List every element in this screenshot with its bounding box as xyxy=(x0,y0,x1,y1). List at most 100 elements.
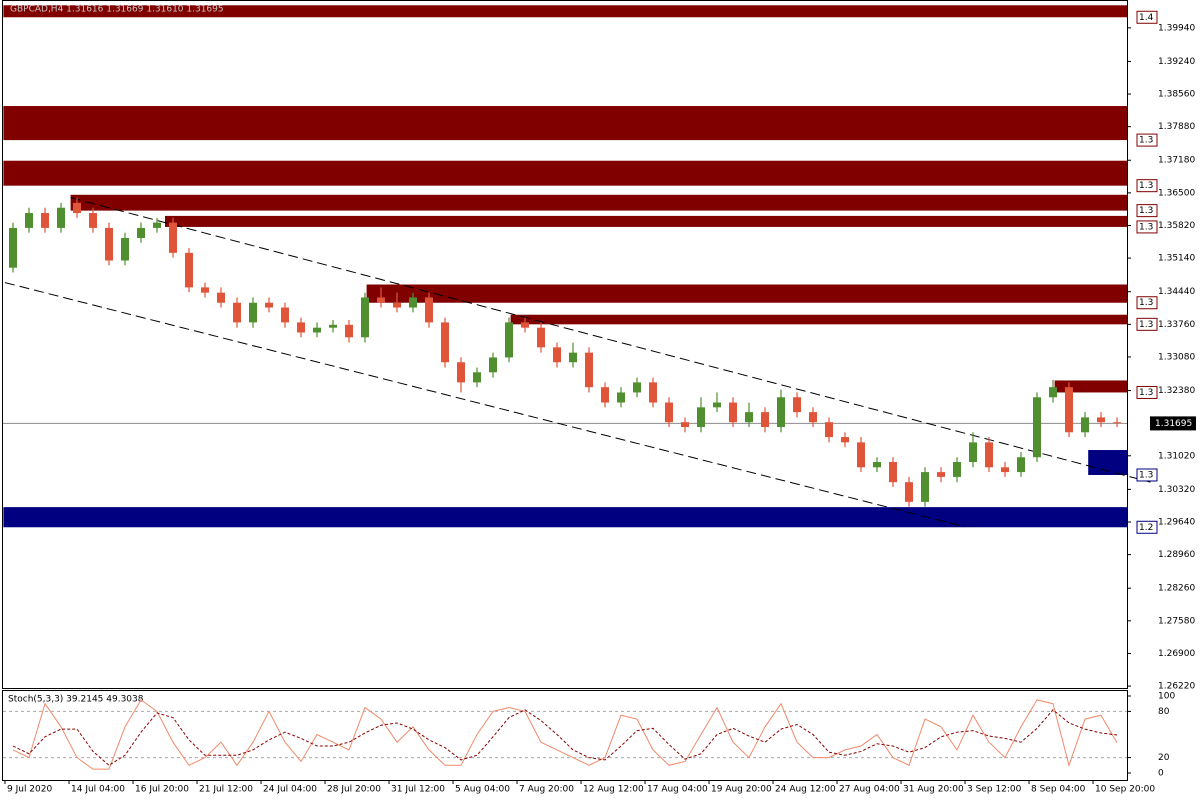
y-tick-label: 1.26900 xyxy=(1158,649,1195,659)
candle-body xyxy=(1097,417,1105,423)
zone-label: 1.3 xyxy=(1139,222,1153,232)
zone-label-box xyxy=(1136,204,1158,218)
candle-body xyxy=(713,402,721,408)
x-tick-label: 10 Sep 20:00 xyxy=(1095,785,1155,795)
zone xyxy=(3,106,1127,141)
zone-label-box xyxy=(1136,317,1158,331)
zone-label-box xyxy=(1136,468,1158,482)
chart-title: GBPCAD,H4 1.31616 1.31669 1.31610 1.3169… xyxy=(10,5,224,15)
candle-body xyxy=(1065,387,1073,433)
y-tick-label: 1.37880 xyxy=(1158,122,1195,132)
zone xyxy=(1054,380,1127,393)
trendline xyxy=(70,197,1151,483)
x-tick-label: 28 Jul 20:00 xyxy=(327,785,381,795)
zone-label: 1.3 xyxy=(1139,206,1153,216)
y-tick-label: 1.38560 xyxy=(1158,90,1195,100)
zone-label-box xyxy=(1136,220,1158,234)
zone-label-box xyxy=(1136,133,1158,147)
candle-body xyxy=(345,324,353,338)
candle-body xyxy=(521,322,529,328)
candle-body xyxy=(489,357,497,373)
x-tick-label: 17 Aug 04:00 xyxy=(647,785,708,795)
stoch-line xyxy=(12,709,1118,766)
price-label-box xyxy=(1150,416,1196,431)
x-tick-label: 21 Jul 12:00 xyxy=(199,785,253,795)
candle-body xyxy=(297,322,305,333)
candle-body xyxy=(761,412,769,428)
candle-body xyxy=(313,327,321,333)
y-tick-label: 1.39940 xyxy=(1158,23,1195,33)
candle-body xyxy=(617,392,625,403)
y-tick-label: 1.28260 xyxy=(1158,584,1195,594)
candle-body xyxy=(1049,387,1057,398)
candle-body xyxy=(569,352,577,363)
candle-body xyxy=(937,472,945,477)
y-tick-label: 100 xyxy=(1158,692,1175,702)
candle-body xyxy=(1113,422,1121,424)
candle-body xyxy=(473,372,481,383)
zone xyxy=(3,507,1127,528)
candle-body xyxy=(9,227,17,268)
candle-body xyxy=(265,302,273,308)
candle-body xyxy=(121,237,129,261)
candle-body xyxy=(649,382,657,403)
candle-body xyxy=(505,322,513,358)
zone xyxy=(3,160,1127,186)
candle-body xyxy=(601,387,609,403)
y-tick-label: 1.28960 xyxy=(1158,550,1195,560)
candle-body xyxy=(441,322,449,363)
candle-body xyxy=(185,252,193,288)
candle-body xyxy=(281,307,289,323)
candle-body xyxy=(393,302,401,308)
candle-body xyxy=(697,407,705,428)
price-pane-border xyxy=(2,0,1128,689)
candle-body xyxy=(73,202,81,214)
y-tick-label: 1.31020 xyxy=(1158,451,1195,461)
candle-body xyxy=(249,302,257,323)
y-tick-label: 80 xyxy=(1158,707,1170,717)
candle-body xyxy=(1081,417,1089,433)
x-tick-label: 27 Aug 04:00 xyxy=(839,785,900,795)
y-tick-label: 0 xyxy=(1158,768,1164,778)
candle-body xyxy=(841,437,849,443)
x-tick-label: 19 Aug 20:00 xyxy=(711,785,772,795)
candle-body xyxy=(889,462,897,483)
zone-label: 1.3 xyxy=(1139,181,1153,191)
stoch-title: Stoch(5,3,3) 39.2145 49.3038 xyxy=(8,695,144,705)
candle-body xyxy=(153,222,161,228)
zone-label: 1.3 xyxy=(1139,470,1153,480)
x-tick-label: 9 Jul 2020 xyxy=(7,785,52,795)
zone xyxy=(3,5,1127,18)
candle-body xyxy=(137,227,145,238)
candle-body xyxy=(201,287,209,293)
zone-label-box xyxy=(1136,385,1158,399)
x-tick-label: 24 Jul 04:00 xyxy=(263,785,317,795)
y-tick-label: 20 xyxy=(1158,753,1170,763)
zone-label-box xyxy=(1136,296,1158,310)
candle-body xyxy=(873,462,881,468)
y-tick-label: 1.26220 xyxy=(1158,682,1195,692)
candle-body xyxy=(329,324,337,328)
candle-body xyxy=(921,472,929,502)
x-tick-label: 31 Jul 12:00 xyxy=(391,785,445,795)
candle-body xyxy=(361,297,369,338)
zone-label: 1.2 xyxy=(1139,523,1153,533)
y-tick-label: 1.34440 xyxy=(1158,287,1195,297)
y-tick-label: 1.36500 xyxy=(1158,188,1195,198)
x-tick-label: 31 Aug 20:00 xyxy=(903,785,964,795)
x-tick-label: 24 Aug 12:00 xyxy=(775,785,836,795)
candle-body xyxy=(729,402,737,423)
zone xyxy=(366,284,1128,303)
candle-body xyxy=(665,402,673,423)
candle-body xyxy=(985,442,993,468)
zone-label: 1.3 xyxy=(1139,298,1153,308)
candle-body xyxy=(537,327,545,348)
x-tick-label: 3 Sep 12:00 xyxy=(967,785,1022,795)
candle-body xyxy=(217,292,225,303)
candle-body xyxy=(793,397,801,413)
y-tick-label: 1.33760 xyxy=(1158,320,1195,330)
candle-body xyxy=(1001,467,1009,473)
x-tick-label: 14 Jul 04:00 xyxy=(71,785,125,795)
candle-body xyxy=(681,422,689,428)
